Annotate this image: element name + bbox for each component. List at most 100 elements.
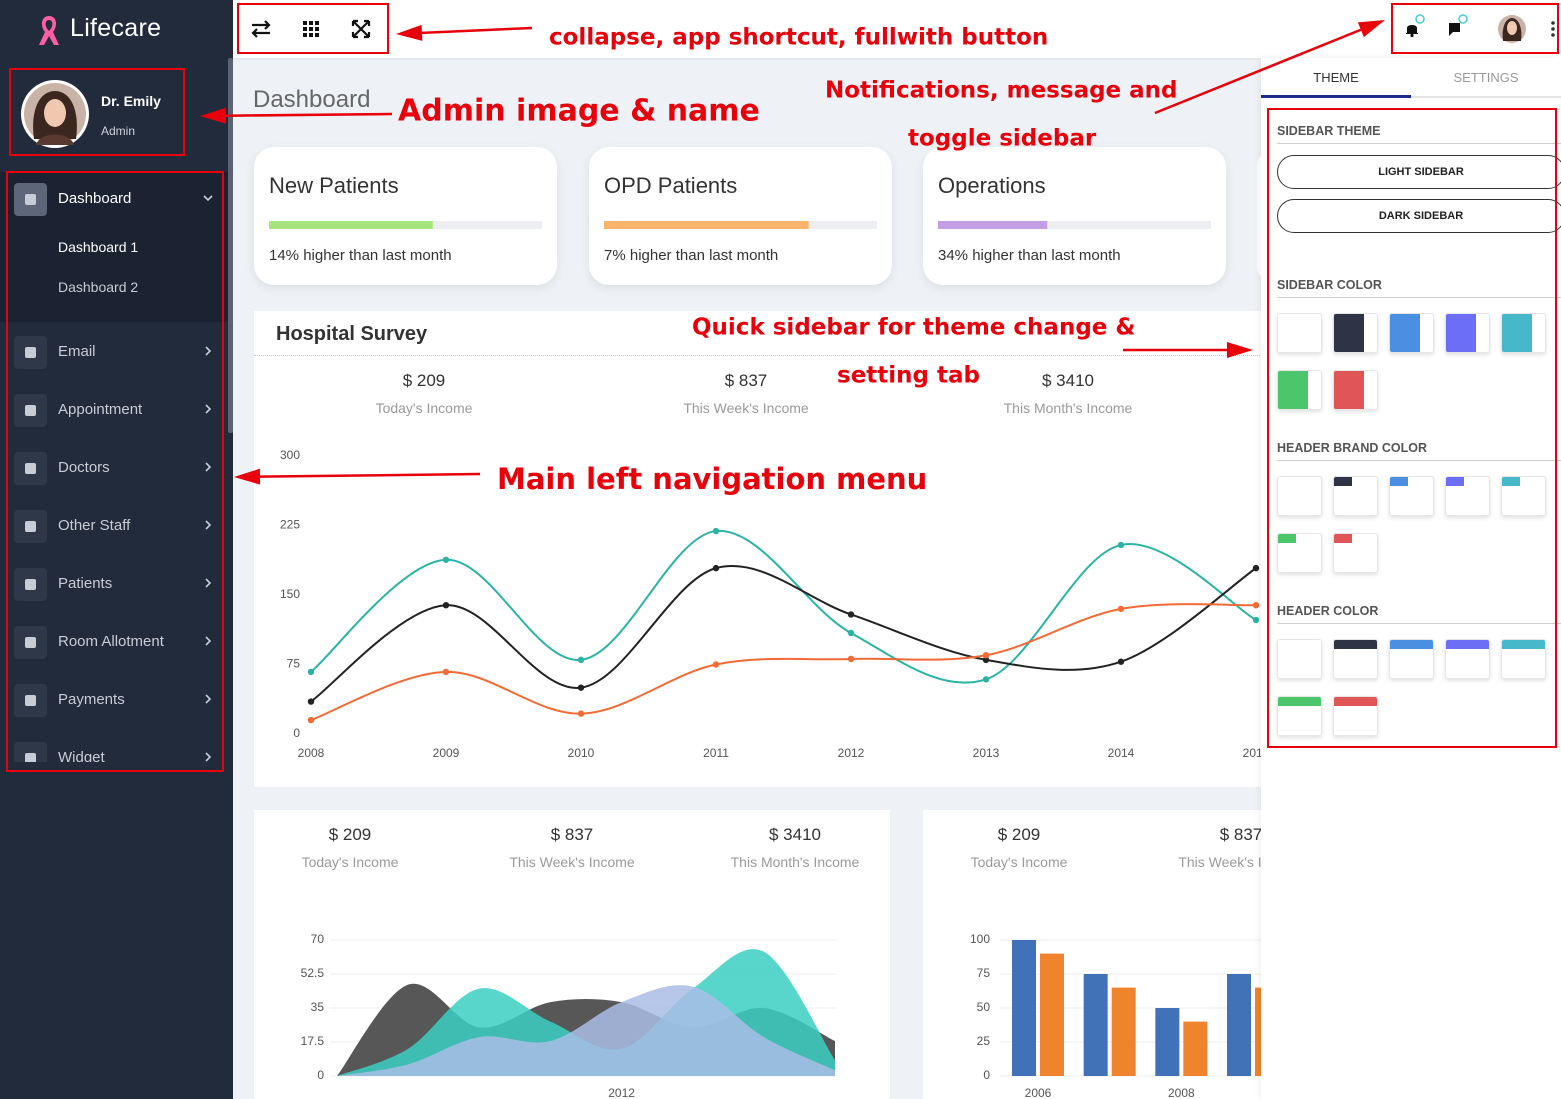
swatch-fill [1334,640,1377,649]
icon-dot [309,27,313,31]
icon [1406,25,1418,34]
progress-bar [269,221,433,229]
swatch-fill [1334,371,1364,409]
color-swatch[interactable] [1277,313,1322,353]
icon-dot [1551,21,1555,25]
page-title: Dashboard [253,86,371,113]
color-swatch[interactable] [1501,476,1546,516]
income-value: $ 209 [402,371,446,390]
chevron [205,520,212,530]
color-swatch[interactable] [1445,639,1490,679]
collapse-button[interactable] [251,20,271,38]
menu-chevron [205,636,212,646]
user-avatar-button[interactable] [1498,15,1526,43]
color-swatch[interactable] [1501,313,1546,353]
menu-icon-glyph [25,463,36,474]
section-rule [1277,623,1561,624]
icon-dot [315,33,319,37]
menu: Dashboard Dashboard 1 Dashboard 2 Email Appo… [0,160,228,762]
color-swatch[interactable] [1277,696,1322,736]
color-swatch[interactable] [1333,639,1378,679]
income-label: This Week's Income [683,400,809,416]
menu-item[interactable]: Other Staff [0,498,228,554]
sidebar-theme-button[interactable]: LIGHT SIDEBAR [1277,155,1561,189]
icon-dot [303,33,307,37]
app-shortcut-button[interactable] [303,21,319,37]
menu-item[interactable]: Patients [0,556,228,612]
toggle-sidebar-button[interactable] [1551,21,1555,37]
color-swatch[interactable] [1501,639,1546,679]
menu-item[interactable]: Doctors [0,440,228,496]
color-swatch[interactable] [1445,476,1490,516]
menu-item[interactable]: Payments [0,672,228,728]
color-swatch[interactable] [1277,370,1322,410]
card-title: OPD Patients [604,173,738,198]
menu-item[interactable]: Appointment [0,382,228,438]
annotation-text: Notifications, message and [825,78,1178,104]
chevron [205,404,212,414]
color-swatch[interactable] [1277,476,1322,516]
menu-label: Appointment [58,401,143,418]
swatch-fill [1334,477,1352,486]
section-heading: SIDEBAR THEME [1277,124,1381,138]
color-swatch[interactable] [1333,313,1378,353]
color-swatch[interactable] [1333,370,1378,410]
submenu-item[interactable]: Dashboard 2 [58,279,139,295]
progress-bar [604,221,809,229]
menu-chevron [205,694,212,704]
divider [254,355,1560,356]
swatch-fill [1502,314,1532,352]
menu-icon-glyph [25,579,36,590]
chevron [205,578,212,588]
swatch-fill [1502,640,1545,649]
color-swatch[interactable] [1445,313,1490,353]
notification-button[interactable] [1406,14,1425,38]
header-tools [251,14,1555,43]
icon-dot [1551,33,1555,37]
color-swatch[interactable] [1333,533,1378,573]
message-button[interactable] [1449,14,1468,36]
tab[interactable]: SETTINGS [1453,70,1519,85]
submenu-item[interactable]: Dashboard 1 [58,239,139,255]
menu-icon [14,336,47,369]
admin-role: Admin [101,124,136,138]
income-label: Today's Income [970,854,1068,870]
color-swatch[interactable] [1389,639,1434,679]
color-swatch[interactable] [1277,639,1322,679]
survey-title: Hospital Survey [276,323,428,345]
menu-item[interactable]: Widget [0,730,228,762]
menu-item[interactable]: Dashboard [0,171,228,227]
badge [1415,14,1425,24]
color-swatch[interactable] [1277,533,1322,573]
admin-avatar[interactable] [20,79,90,149]
menu-label: Room Allotment [58,633,164,650]
sidebar-theme-button[interactable]: DARK SIDEBAR [1277,199,1561,233]
icon-dot [1551,27,1555,31]
fullwidth-button[interactable] [351,19,371,39]
quick-sidebar: THEME SETTINGS SIDEBAR THEME SIDEBAR COLOR H… [1261,58,1561,1099]
swatch-fill [1278,314,1308,352]
menu-icon-glyph [25,753,36,762]
income-label: This Week's Income [509,854,635,870]
chevron [205,694,212,704]
income-value: $ 3410 [769,825,821,844]
tab[interactable]: THEME [1313,70,1359,85]
menu-label: Other Staff [58,517,131,534]
swatch-fill [1390,314,1420,352]
swatch-fill [1278,371,1308,409]
color-swatch[interactable] [1333,696,1378,736]
swatch-fill [1334,314,1364,352]
menu-item[interactable]: Room Allotment [0,614,228,670]
chevron [205,636,212,646]
icon-dot [315,21,319,25]
card-note: 7% higher than last month [604,247,779,264]
card-progress [938,221,1211,229]
menu-icon-glyph [25,521,36,532]
menu-label: Doctors [58,459,110,476]
color-swatch[interactable] [1389,313,1434,353]
color-swatch[interactable] [1333,476,1378,516]
menu-chevron [205,404,212,414]
color-swatch[interactable] [1389,476,1434,516]
icon-dot [315,27,319,31]
menu-item[interactable]: Email [0,324,228,380]
